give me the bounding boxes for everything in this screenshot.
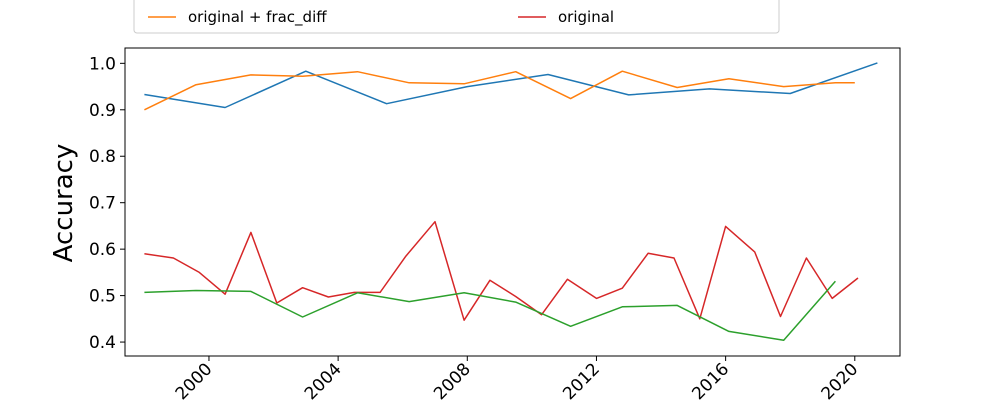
y-tick-label: 0.9 xyxy=(89,101,116,121)
y-tick-label: 0.7 xyxy=(89,194,116,214)
x-tick-label: 2004 xyxy=(301,359,346,400)
series-line-series-1 xyxy=(144,62,878,109)
legend-label: original xyxy=(558,8,614,26)
plot-area xyxy=(144,62,878,341)
y-axis: 0.4 0.5 0.6 0.7 0.8 0.9 1.0 xyxy=(89,54,125,353)
y-tick-label: 1.0 xyxy=(89,54,116,74)
series-line-original-frac-diff xyxy=(144,70,855,111)
y-tick-label: 0.5 xyxy=(89,287,116,307)
legend-frame xyxy=(133,0,780,34)
legend: original + frac_diff original xyxy=(133,0,780,34)
x-tick-label: 2020 xyxy=(818,359,863,400)
series-line-series-4 xyxy=(144,280,836,341)
x-axis: 2000 2004 2008 2012 2016 2020 xyxy=(172,356,863,400)
x-tick-label: 2008 xyxy=(430,359,475,400)
x-tick-label: 2016 xyxy=(688,359,733,400)
y-tick-label: 0.4 xyxy=(89,333,116,353)
y-axis-label: Accuracy xyxy=(49,144,79,263)
y-tick-label: 0.6 xyxy=(89,240,116,260)
axes-frame xyxy=(124,47,901,357)
series-line-original xyxy=(144,220,859,321)
y-tick-label: 0.8 xyxy=(89,147,116,167)
x-tick-label: 2012 xyxy=(559,359,604,400)
legend-label: original + frac_diff xyxy=(188,8,327,27)
x-tick-label: 2000 xyxy=(172,359,217,400)
